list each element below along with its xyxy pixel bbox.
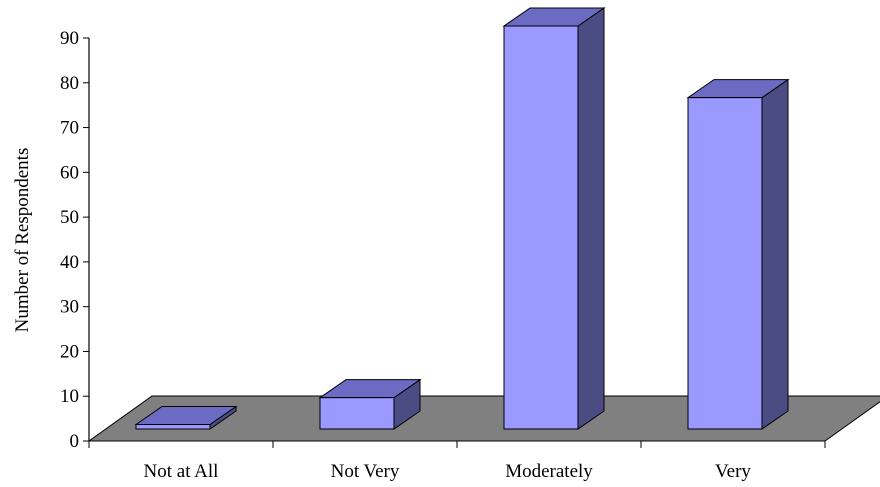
bar-front-face: [135, 424, 211, 430]
y-tick-label: 50: [60, 207, 79, 228]
y-tick-label: 30: [60, 297, 79, 318]
y-tick-label: 40: [60, 252, 79, 273]
bar-side-face: [577, 7, 605, 430]
bars-group: [134, 7, 790, 430]
bar: [686, 78, 790, 430]
x-category-label: Not at All: [144, 461, 219, 482]
chart-floor: [87, 395, 880, 442]
bar-front-face: [687, 97, 763, 430]
category-labels: Not at All Not Very Moderately Very: [144, 461, 752, 482]
bar-front-face: [503, 25, 579, 430]
y-tick-label: 20: [60, 341, 79, 362]
bar: [318, 378, 422, 430]
y-tick-label: 80: [60, 73, 79, 94]
x-axis-ticks: [88, 441, 826, 448]
y-tick-label: 60: [60, 162, 79, 183]
y-tick-label: 70: [60, 118, 79, 139]
x-category-label: Moderately: [505, 461, 593, 482]
x-category-label: Very: [715, 461, 751, 482]
y-tick-label: 90: [60, 28, 79, 49]
x-category-label: Not Very: [331, 461, 400, 482]
y-tick-label: 0: [70, 431, 80, 452]
y-axis-ticks: 0 10 20 30 40 50 60 70 80 90: [60, 28, 89, 452]
bar: [502, 7, 606, 430]
bar-front-face: [319, 397, 395, 430]
y-tick-label: 10: [60, 386, 79, 407]
bar-side-face: [761, 78, 789, 430]
bar: [134, 405, 238, 430]
y-axis-title: Number of Respondents: [12, 148, 33, 333]
